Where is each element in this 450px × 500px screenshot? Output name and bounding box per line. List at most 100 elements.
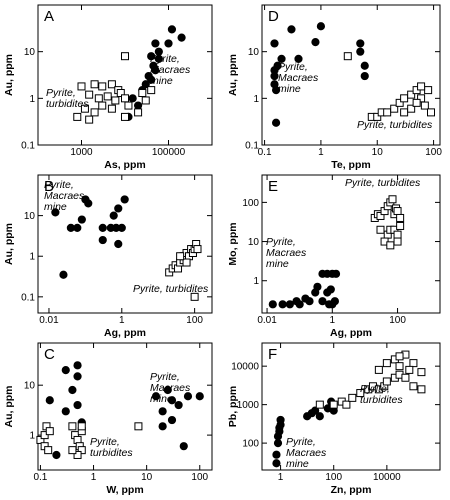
- x-axis-label: W, ppm: [106, 484, 143, 496]
- data-point: [348, 393, 357, 402]
- data-point: [179, 442, 188, 451]
- data-point: [409, 359, 418, 368]
- data-point: [401, 373, 410, 382]
- data-point: [407, 90, 416, 99]
- data-point: [270, 71, 279, 81]
- series-label: Pyrite, Macraes mine: [286, 436, 329, 470]
- data-point: [182, 258, 191, 267]
- x-tick-label: 0.01: [39, 315, 59, 326]
- data-point: [383, 108, 392, 117]
- data-point: [272, 459, 281, 468]
- data-point: [154, 54, 163, 63]
- data-point: [77, 446, 86, 455]
- data-point: [90, 108, 99, 117]
- data-point: [395, 352, 404, 361]
- data-point: [98, 82, 107, 91]
- series-label: Pyrite, turbidites: [345, 177, 421, 189]
- x-axis-label: Ag, ppm: [330, 327, 372, 339]
- x-tick-label: 100: [389, 315, 406, 326]
- data-point: [405, 365, 414, 374]
- data-point: [107, 80, 116, 89]
- x-axis-label: Te, ppm: [331, 159, 370, 171]
- series-label-line: Pyrite,: [150, 53, 183, 65]
- data-point: [44, 446, 53, 455]
- data-point: [114, 239, 123, 249]
- data-point: [183, 392, 193, 401]
- series-label: Pyrite, turbidites: [360, 383, 403, 406]
- y-tick-label: 10: [248, 47, 260, 58]
- data-point: [51, 208, 60, 217]
- plot-frame: [37, 174, 213, 314]
- series-label-line: Pyrite,: [278, 61, 311, 73]
- series-label-line: turbidites: [360, 394, 403, 406]
- data-point: [376, 211, 385, 220]
- data-point: [128, 94, 137, 103]
- series-label: Pyrite, Macraes mine: [150, 53, 193, 87]
- series-label-line: Macraes: [266, 247, 309, 259]
- data-point: [278, 300, 287, 309]
- series-label-line: mine: [286, 458, 309, 470]
- x-tick-label: 0.01: [257, 315, 277, 326]
- data-point: [276, 415, 285, 425]
- y-tick-label: 10: [24, 381, 36, 392]
- data-point: [343, 52, 352, 61]
- data-point: [98, 235, 107, 245]
- panel-label: F: [268, 346, 277, 363]
- data-point: [68, 446, 77, 455]
- data-point: [400, 108, 409, 117]
- data-point: [52, 450, 61, 460]
- series-label: Pyrite, Macraes mine: [266, 236, 309, 270]
- y-tick-label: 10: [24, 211, 36, 222]
- data-point: [36, 435, 45, 444]
- x-tick-label: 1: [330, 315, 336, 326]
- data-point: [315, 412, 324, 421]
- series-label-line: mine: [150, 393, 173, 405]
- data-point: [164, 39, 173, 48]
- x-tick-label: 100000: [152, 147, 186, 158]
- y-tick-label: 1: [29, 431, 35, 442]
- x-tick-label: 10: [141, 472, 153, 483]
- data-point: [294, 54, 303, 63]
- series-label-line: Pyrite,: [360, 383, 393, 395]
- data-point: [94, 94, 103, 103]
- data-point: [331, 269, 341, 278]
- data-point: [268, 300, 277, 309]
- data-point: [133, 101, 143, 110]
- plot-frame: [37, 4, 213, 146]
- series-label-line: Macraes: [44, 190, 87, 202]
- series-label-line: Macraes: [278, 72, 321, 84]
- series-label: Pyrite, Macraes mine: [44, 179, 87, 213]
- data-point: [386, 241, 395, 250]
- series-label-line: Pyrite,: [90, 436, 123, 448]
- data-point: [360, 71, 369, 81]
- data-point: [73, 361, 82, 370]
- data-point: [73, 450, 82, 459]
- data-point: [134, 108, 143, 117]
- x-tick-label: 100: [425, 147, 442, 158]
- series-label: Pyrite, Macraes mine: [150, 371, 193, 405]
- data-point: [412, 98, 421, 107]
- data-point: [120, 195, 129, 204]
- data-point: [388, 195, 397, 204]
- data-point: [107, 104, 116, 113]
- data-point: [315, 400, 324, 409]
- series-label-line: turbidites: [46, 98, 89, 110]
- data-point: [190, 292, 199, 301]
- data-point: [270, 39, 279, 48]
- data-point: [427, 108, 436, 117]
- data-point: [124, 101, 133, 110]
- x-tick-label: 1: [278, 472, 284, 483]
- data-point: [356, 389, 365, 398]
- data-point: [390, 104, 399, 113]
- data-point: [174, 400, 183, 410]
- data-point: [270, 80, 279, 89]
- data-point: [329, 400, 338, 409]
- data-point: [167, 25, 177, 34]
- series-label-line: mine: [44, 201, 67, 213]
- data-point: [360, 61, 369, 70]
- y-tick-label: 0.1: [245, 141, 259, 152]
- data-point: [77, 82, 86, 91]
- data-point: [109, 211, 118, 220]
- data-point: [61, 366, 70, 375]
